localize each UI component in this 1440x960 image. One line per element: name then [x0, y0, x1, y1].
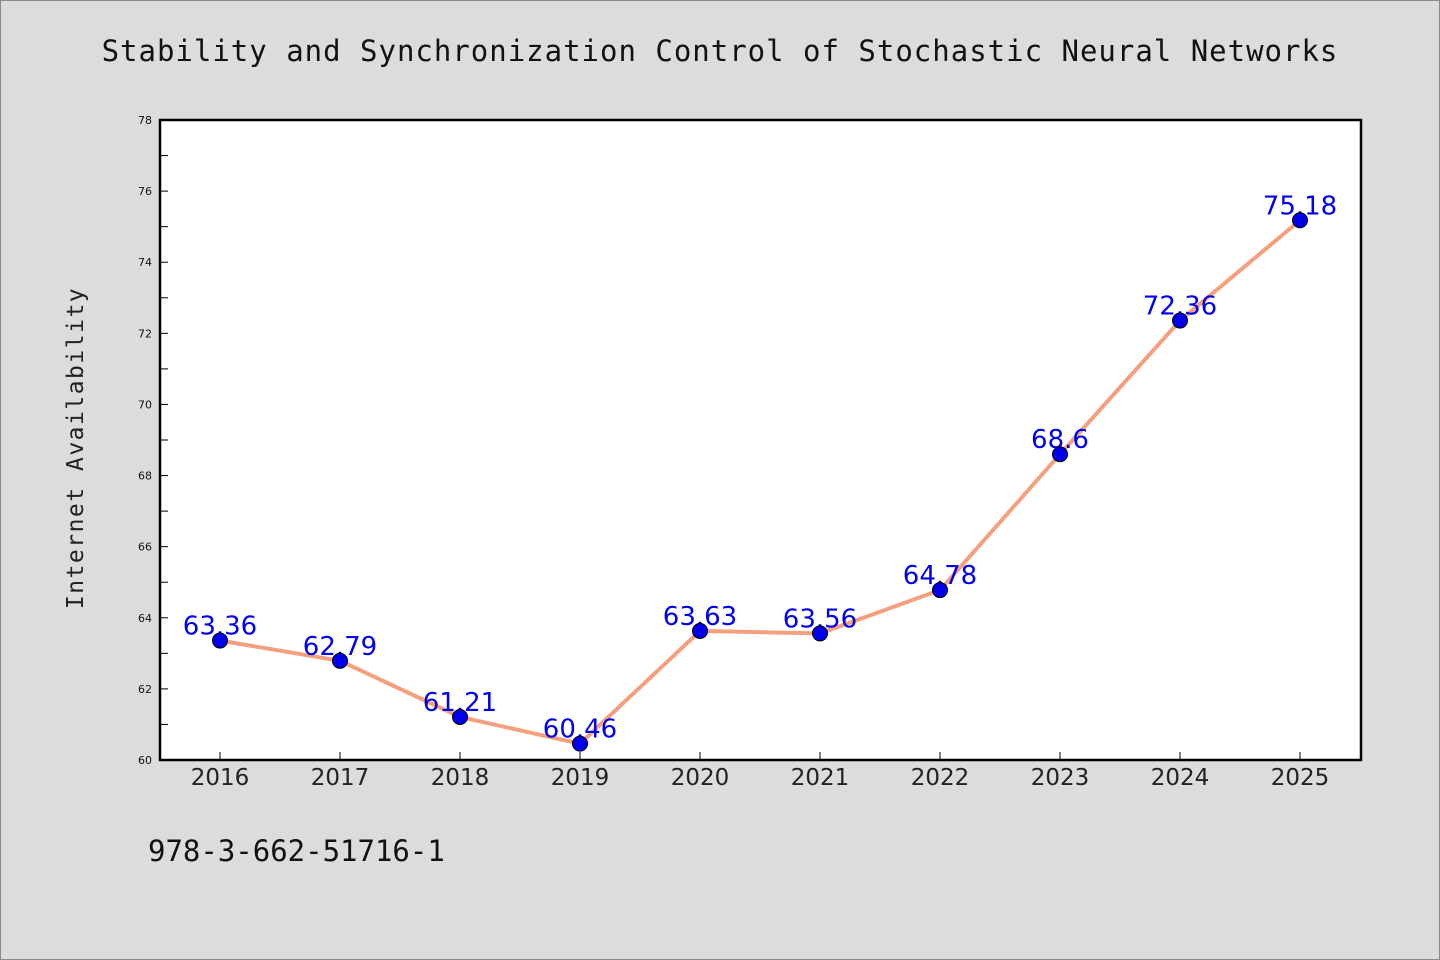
y-tick-label: 78 [138, 114, 152, 127]
y-tick-label: 70 [138, 398, 152, 411]
x-tick-label: 2021 [791, 765, 850, 791]
y-tick-label: 72 [138, 327, 152, 340]
y-tick-label: 74 [138, 256, 152, 269]
chart-title: Stability and Synchronization Control of… [101, 34, 1339, 68]
data-point [1052, 446, 1068, 463]
series-line [218, 218, 1302, 746]
data-point [932, 582, 948, 599]
x-tick-label: 2024 [1151, 765, 1210, 791]
y-tick-label: 60 [138, 754, 152, 767]
x-tick-label: 2020 [671, 765, 730, 791]
x-tick-label: 2018 [431, 765, 490, 791]
data-point [452, 708, 468, 725]
x-tick-label: 2019 [551, 765, 610, 791]
y-tick-label: 66 [138, 541, 152, 554]
data-point [1172, 312, 1188, 329]
x-tick-label: 2023 [1031, 765, 1090, 791]
x-tick-label: 2025 [1271, 765, 1330, 791]
x-tick-label: 2016 [191, 765, 250, 791]
data-point [572, 735, 588, 752]
y-tick-label: 64 [138, 612, 152, 625]
data-point [332, 652, 348, 669]
data-point [812, 625, 828, 642]
plot-border [158, 118, 1363, 762]
x-tick-label: 2022 [911, 765, 970, 791]
data-point [692, 622, 708, 639]
plot-area [160, 120, 1361, 760]
isbn-footer: 978-3-662-51716-1 [148, 834, 445, 868]
x-tick-label: 2017 [311, 765, 370, 791]
y-tick-label: 62 [138, 683, 152, 696]
data-point [212, 632, 228, 649]
y-tick-label: 68 [138, 470, 152, 483]
y-tick-label: 76 [138, 185, 152, 198]
data-point [1292, 212, 1308, 229]
